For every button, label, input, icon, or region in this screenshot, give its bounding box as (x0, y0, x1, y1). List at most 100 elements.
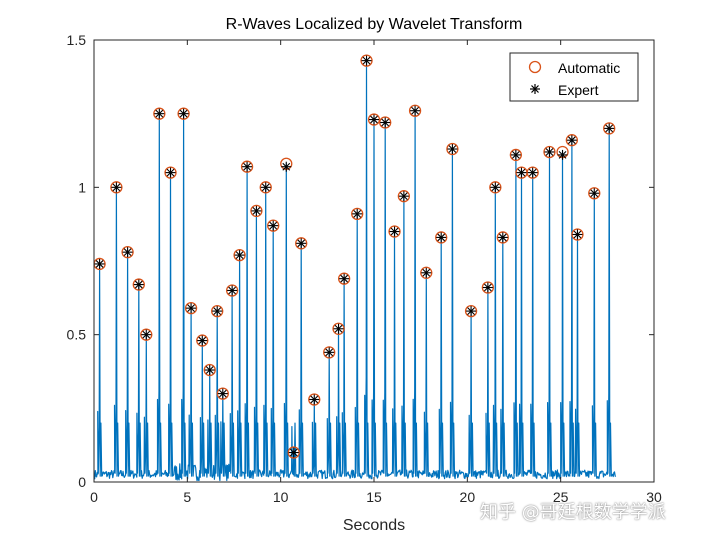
automatic-marker (225, 284, 239, 297)
automatic-marker (184, 301, 198, 315)
automatic-marker (308, 393, 321, 406)
expert-marker (186, 303, 197, 314)
y-tick-label: 1.5 (67, 32, 87, 48)
x-tick-label: 25 (553, 489, 569, 505)
x-tick-label: 0 (90, 489, 98, 505)
expert-marker (122, 247, 133, 258)
expert-marker (369, 114, 379, 125)
expert-marker (268, 220, 279, 231)
x-tick-label: 20 (460, 489, 476, 505)
expert-marker (380, 117, 391, 128)
expert-marker (133, 279, 144, 290)
watermark: 知乎 @哥廷根数学学派 (480, 502, 666, 523)
expert-marker (510, 149, 521, 160)
automatic-marker (588, 187, 601, 200)
expert-marker (604, 123, 615, 134)
signal-layer (93, 60, 617, 482)
expert-marker (296, 238, 307, 249)
automatic-marker (196, 334, 209, 347)
automatic-marker (603, 122, 616, 135)
expert-marker (398, 191, 409, 202)
expert-marker (178, 108, 189, 119)
automatic-marker (379, 116, 392, 129)
chart-title: R-Waves Localized by Wavelet Transform (226, 16, 523, 33)
automatic-marker (177, 107, 190, 120)
automatic-marker (121, 246, 134, 259)
expert-marker (309, 394, 320, 405)
automatic-marker (571, 228, 584, 241)
legend-circle-marker (528, 60, 542, 74)
automatic-marker (132, 278, 145, 291)
expert-marker (111, 182, 122, 193)
expert-marker (421, 267, 432, 278)
expert-marker (361, 55, 372, 66)
y-tick-label: 1 (78, 179, 86, 195)
x-tick-label: 10 (273, 489, 289, 505)
automatic-marker (295, 237, 308, 250)
automatic-marker (367, 113, 381, 126)
expert-marker (217, 388, 228, 399)
expert-marker (234, 250, 245, 261)
expert-marker (557, 149, 568, 160)
expert-marker (436, 232, 447, 243)
expert-marker (566, 135, 577, 146)
marker-layer (93, 54, 616, 459)
automatic-marker (250, 204, 263, 218)
automatic-marker (360, 54, 373, 67)
expert-marker (466, 306, 477, 317)
automatic-marker (526, 166, 539, 179)
expert-marker (154, 108, 165, 119)
automatic-marker (408, 104, 422, 117)
y-tick-label: 0.5 (67, 327, 87, 343)
expert-marker (197, 335, 208, 346)
automatic-marker (287, 446, 300, 459)
automatic-marker (388, 225, 401, 238)
automatic-marker (203, 363, 216, 377)
expert-marker (212, 306, 223, 317)
expert-marker (333, 323, 344, 334)
expert-marker (572, 229, 583, 240)
automatic-marker (420, 266, 433, 279)
automatic-marker (233, 248, 246, 262)
y-tick-label: 0 (78, 474, 86, 490)
automatic-marker (211, 304, 224, 318)
expert-marker (589, 188, 600, 199)
expert-marker (447, 144, 458, 155)
expert-marker (410, 105, 421, 116)
automatic-marker (509, 148, 523, 162)
automatic-marker (481, 281, 495, 294)
expert-marker (497, 232, 508, 243)
automatic-marker (543, 145, 556, 159)
expert-marker (94, 258, 105, 269)
automatic-marker (464, 304, 478, 318)
expert-marker (527, 167, 538, 178)
expert-marker (544, 146, 555, 157)
legend-label-automatic: Automatic (558, 60, 620, 76)
automatic-marker (351, 207, 364, 221)
automatic-marker (489, 181, 502, 194)
automatic-marker (216, 387, 229, 400)
automatic-marker (267, 219, 280, 232)
automatic-marker (435, 231, 448, 244)
automatic-marker (332, 322, 345, 335)
automatic-marker (496, 231, 509, 244)
expert-marker (141, 329, 152, 340)
expert-marker (324, 347, 335, 358)
automatic-marker (337, 272, 351, 285)
legend: Automatic Expert (509, 52, 639, 102)
expert-marker (516, 167, 527, 178)
x-tick-label: 30 (646, 489, 662, 505)
expert-marker (352, 208, 363, 219)
legend-asterisk-marker (530, 84, 540, 94)
expert-marker (389, 226, 400, 237)
expert-marker (204, 365, 215, 376)
expert-marker (490, 182, 501, 193)
expert-marker (251, 205, 262, 216)
automatic-marker (565, 134, 579, 147)
automatic-marker (323, 346, 336, 359)
expert-marker (482, 282, 493, 293)
x-tick-label: 15 (366, 489, 382, 505)
expert-marker (227, 285, 238, 296)
legend-label-expert: Expert (558, 82, 599, 98)
x-tick-label: 5 (183, 489, 191, 505)
